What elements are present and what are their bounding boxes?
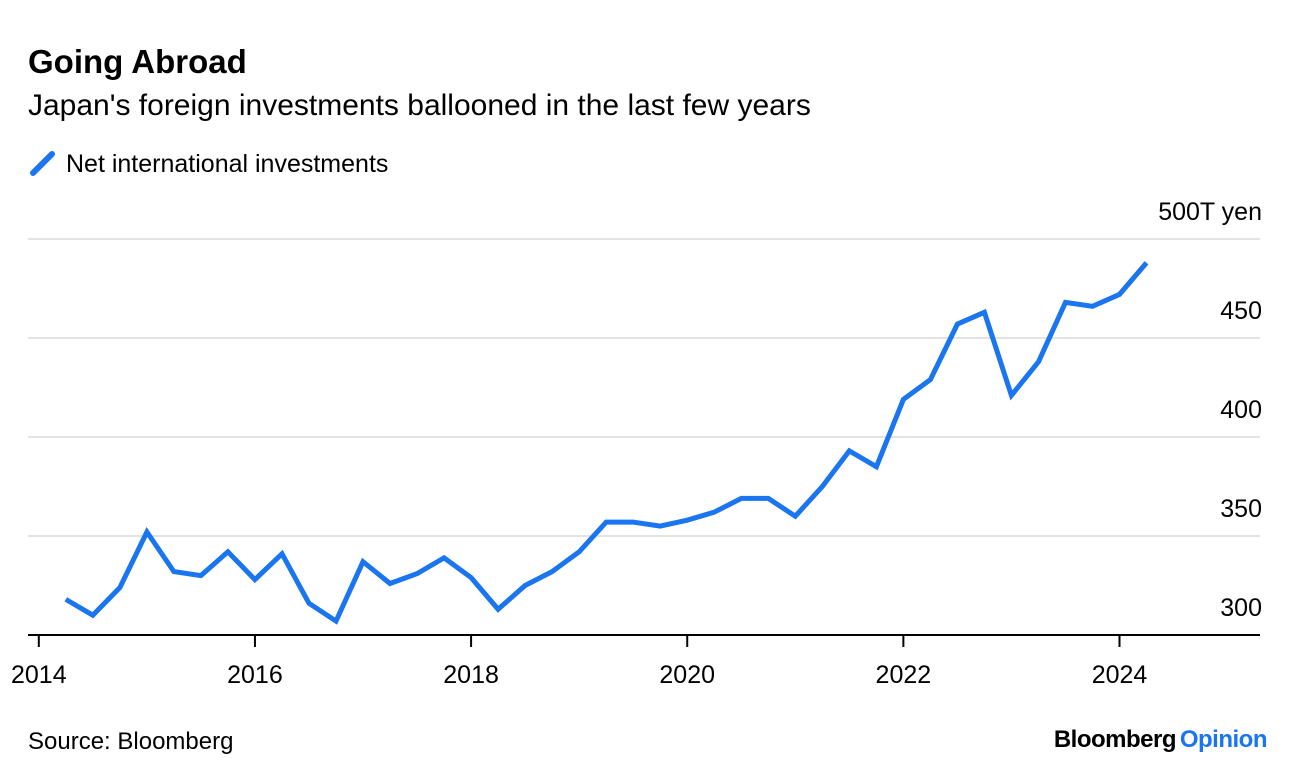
x-tick-label: 2018 — [443, 661, 499, 689]
chart-title: Going Abroad — [28, 43, 247, 80]
legend-label: Net international investments — [66, 150, 388, 178]
y-tick-label: 300 — [1220, 594, 1262, 622]
chart-subtitle: Japan's foreign investments ballooned in… — [28, 89, 811, 122]
line — [64, 261, 1149, 625]
x-tick-label: 2020 — [659, 661, 715, 689]
legend-swatch — [30, 151, 55, 176]
y-tick-label: 350 — [1220, 495, 1262, 523]
brand: Bloomberg — [1054, 726, 1176, 753]
x-tick-label: 2022 — [876, 661, 932, 689]
brand: Opinion — [1180, 726, 1267, 753]
x-tick-label: 2016 — [227, 661, 283, 689]
y-tick-label: 500T yen — [1158, 198, 1262, 226]
y-tick-label: 450 — [1220, 297, 1262, 325]
x-tick-label: 2024 — [1092, 661, 1148, 689]
x-tick-label: 2014 — [11, 661, 67, 689]
source: Source: Bloomberg — [28, 728, 233, 755]
y-tick-label: 400 — [1220, 396, 1262, 424]
